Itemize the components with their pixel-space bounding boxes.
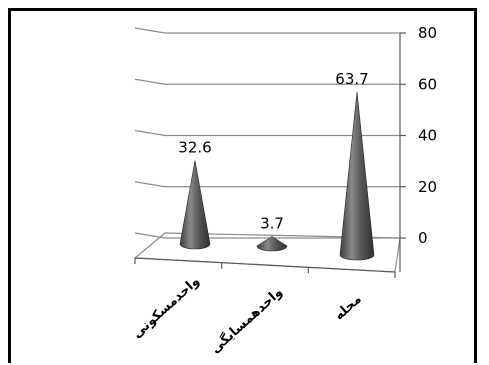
category-label: واحدمسکونی bbox=[130, 274, 203, 342]
gridline-20 bbox=[134, 181, 400, 188]
x-axis-line bbox=[134, 257, 396, 273]
chart-frame bbox=[8, 8, 477, 363]
cone-bar bbox=[179, 160, 211, 250]
y-tick-label: 0 bbox=[418, 229, 428, 247]
gridline-80 bbox=[134, 27, 400, 34]
y-tick-label: 40 bbox=[418, 127, 437, 145]
gridline-40 bbox=[134, 129, 400, 137]
data-label: 32.6 bbox=[178, 138, 211, 156]
y-tick-label: 60 bbox=[418, 75, 437, 93]
category-label: محله bbox=[332, 292, 365, 324]
gridline-60 bbox=[134, 78, 400, 85]
category-label: واحدهمسایگی bbox=[207, 284, 285, 357]
y-tick-label: 80 bbox=[418, 24, 437, 42]
cone-bar bbox=[256, 236, 288, 252]
data-label: 63.7 bbox=[335, 70, 368, 88]
gridline-0 bbox=[134, 232, 400, 239]
data-label: 3.7 bbox=[260, 215, 284, 233]
y-tick-label: 20 bbox=[418, 178, 437, 196]
cone-bar bbox=[339, 91, 375, 261]
